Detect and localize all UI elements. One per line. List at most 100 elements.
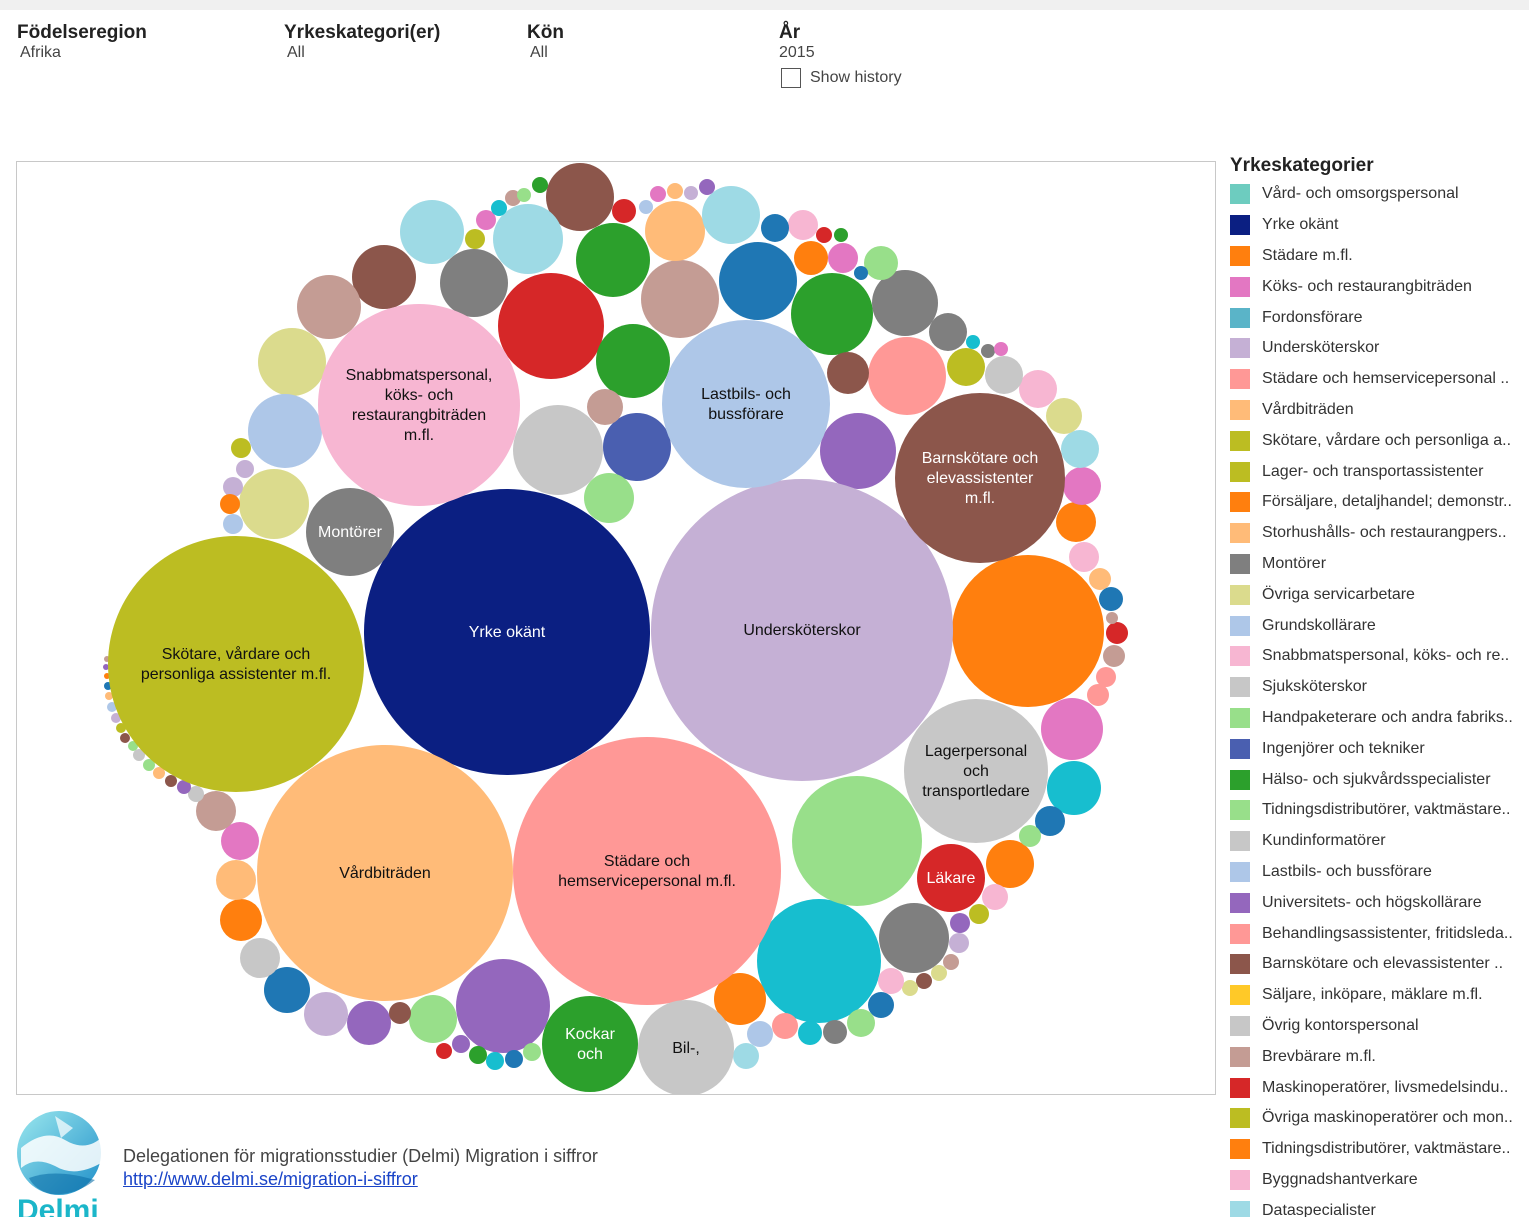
bubble[interactable] <box>258 328 326 396</box>
show-history-checkbox[interactable] <box>781 68 801 88</box>
bubble[interactable] <box>828 243 858 273</box>
bubble[interactable] <box>952 555 1104 707</box>
legend-item[interactable]: Barnskötare och elevassistenter .. <box>1230 949 1529 980</box>
legend-item[interactable]: Försäljare, detaljhandel; demonstr.. <box>1230 487 1529 518</box>
bubble[interactable] <box>792 776 922 906</box>
bubble[interactable] <box>400 200 464 264</box>
bubble[interactable] <box>188 786 204 802</box>
bubble[interactable] <box>902 980 918 996</box>
bubble[interactable] <box>1099 587 1123 611</box>
legend-item[interactable]: Maskinoperatörer, livsmedelsindu.. <box>1230 1072 1529 1103</box>
bubble-labeled[interactable] <box>904 699 1048 843</box>
bubble[interactable] <box>513 405 603 495</box>
legend-item[interactable]: Yrke okänt <box>1230 210 1529 241</box>
bubble[interactable] <box>733 1043 759 1069</box>
bubble[interactable] <box>105 692 113 700</box>
bubble[interactable] <box>116 723 126 733</box>
bubble[interactable] <box>949 933 969 953</box>
bubble[interactable] <box>994 342 1008 356</box>
bubble-labeled[interactable] <box>638 1000 734 1095</box>
legend-item[interactable]: Övriga maskinoperatörer och mon.. <box>1230 1103 1529 1134</box>
bubble[interactable] <box>714 973 766 1025</box>
bubble[interactable] <box>1061 430 1099 468</box>
bubble-labeled[interactable] <box>662 320 830 488</box>
legend-item[interactable]: Byggnadshantverkare <box>1230 1165 1529 1196</box>
bubble[interactable] <box>645 201 705 261</box>
bubble[interactable] <box>1106 622 1128 644</box>
bubble-labeled[interactable] <box>651 479 953 781</box>
legend-item[interactable]: Tidningsdistributörer, vaktmästare.. <box>1230 795 1529 826</box>
bubble-labeled[interactable] <box>257 745 513 1001</box>
bubble[interactable] <box>476 210 496 230</box>
bubble[interactable] <box>641 260 719 338</box>
legend-item[interactable]: Övriga servicarbetare <box>1230 579 1529 610</box>
bubble[interactable] <box>1103 645 1125 667</box>
legend-item[interactable]: Handpaketerare och andra fabriks.. <box>1230 703 1529 734</box>
bubble[interactable] <box>493 204 563 274</box>
bubble[interactable] <box>223 477 243 497</box>
bubble[interactable] <box>798 1021 822 1045</box>
legend-item[interactable]: Behandlingsassistenter, fritidsleda.. <box>1230 918 1529 949</box>
legend-item[interactable]: Köks- och restaurangbiträden <box>1230 271 1529 302</box>
bubble[interactable] <box>612 199 636 223</box>
bubble[interactable] <box>165 775 177 787</box>
bubble[interactable] <box>452 1035 470 1053</box>
bubble[interactable] <box>133 749 145 761</box>
footer-link[interactable]: http://www.delmi.se/migration-i-siffror <box>123 1169 418 1189</box>
bubble[interactable] <box>389 1002 411 1024</box>
bubble[interactable] <box>603 413 671 481</box>
bubble[interactable] <box>111 713 121 723</box>
bubble[interactable] <box>1096 667 1116 687</box>
bubble[interactable] <box>916 973 932 989</box>
bubble[interactable] <box>868 337 946 415</box>
filter-ar[interactable]: År 2015 <box>779 22 815 62</box>
bubble[interactable] <box>761 214 789 242</box>
bubble[interactable] <box>943 954 959 970</box>
bubble[interactable] <box>223 514 243 534</box>
filter-yrkeskategorier[interactable]: Yrkeskategori(er) All <box>284 22 440 62</box>
bubble[interactable] <box>1047 761 1101 815</box>
legend-item[interactable]: Vårdbiträden <box>1230 395 1529 426</box>
bubble[interactable] <box>1106 612 1118 624</box>
bubble[interactable] <box>177 780 191 794</box>
bubble-labeled[interactable] <box>895 393 1065 563</box>
bubble[interactable] <box>827 352 869 394</box>
bubble[interactable] <box>143 759 155 771</box>
bubble[interactable] <box>196 791 236 831</box>
bubble[interactable] <box>931 965 947 981</box>
bubble[interactable] <box>440 249 508 317</box>
bubble[interactable] <box>1035 806 1065 836</box>
bubble[interactable] <box>248 394 322 468</box>
bubble[interactable] <box>872 270 938 336</box>
bubble[interactable] <box>747 1021 773 1047</box>
legend-item[interactable]: Lager- och transportassistenter <box>1230 456 1529 487</box>
bubble[interactable] <box>587 389 623 425</box>
bubble[interactable] <box>788 210 818 240</box>
bubble[interactable] <box>220 899 262 941</box>
bubble[interactable] <box>1089 568 1111 590</box>
bubble[interactable] <box>794 241 828 275</box>
bubble[interactable] <box>950 913 970 933</box>
legend-item[interactable]: Undersköterskor <box>1230 333 1529 364</box>
bubble[interactable] <box>791 273 873 355</box>
bubble[interactable] <box>352 245 416 309</box>
bubble[interactable] <box>1087 684 1109 706</box>
bubble[interactable] <box>868 992 894 1018</box>
bubble[interactable] <box>505 190 521 206</box>
bubble[interactable] <box>820 413 896 489</box>
bubble[interactable] <box>969 904 989 924</box>
bubble[interactable] <box>120 733 130 743</box>
legend-item[interactable]: Hälso- och sjukvårdsspecialister <box>1230 764 1529 795</box>
bubble[interactable] <box>878 968 904 994</box>
bubble[interactable] <box>469 1046 487 1064</box>
filter-fodelseregion[interactable]: Födelseregion Afrika <box>17 22 147 62</box>
bubble[interactable] <box>834 228 848 242</box>
bubble-labeled[interactable] <box>364 489 650 775</box>
bubble[interactable] <box>596 324 670 398</box>
legend-item[interactable]: Städare m.fl. <box>1230 241 1529 272</box>
filter-value[interactable]: All <box>530 44 548 61</box>
legend-item[interactable]: Dataspecialister <box>1230 1195 1529 1217</box>
legend-item[interactable]: Fordonsförare <box>1230 302 1529 333</box>
bubble[interactable] <box>304 992 348 1036</box>
bubble[interactable] <box>864 246 898 280</box>
